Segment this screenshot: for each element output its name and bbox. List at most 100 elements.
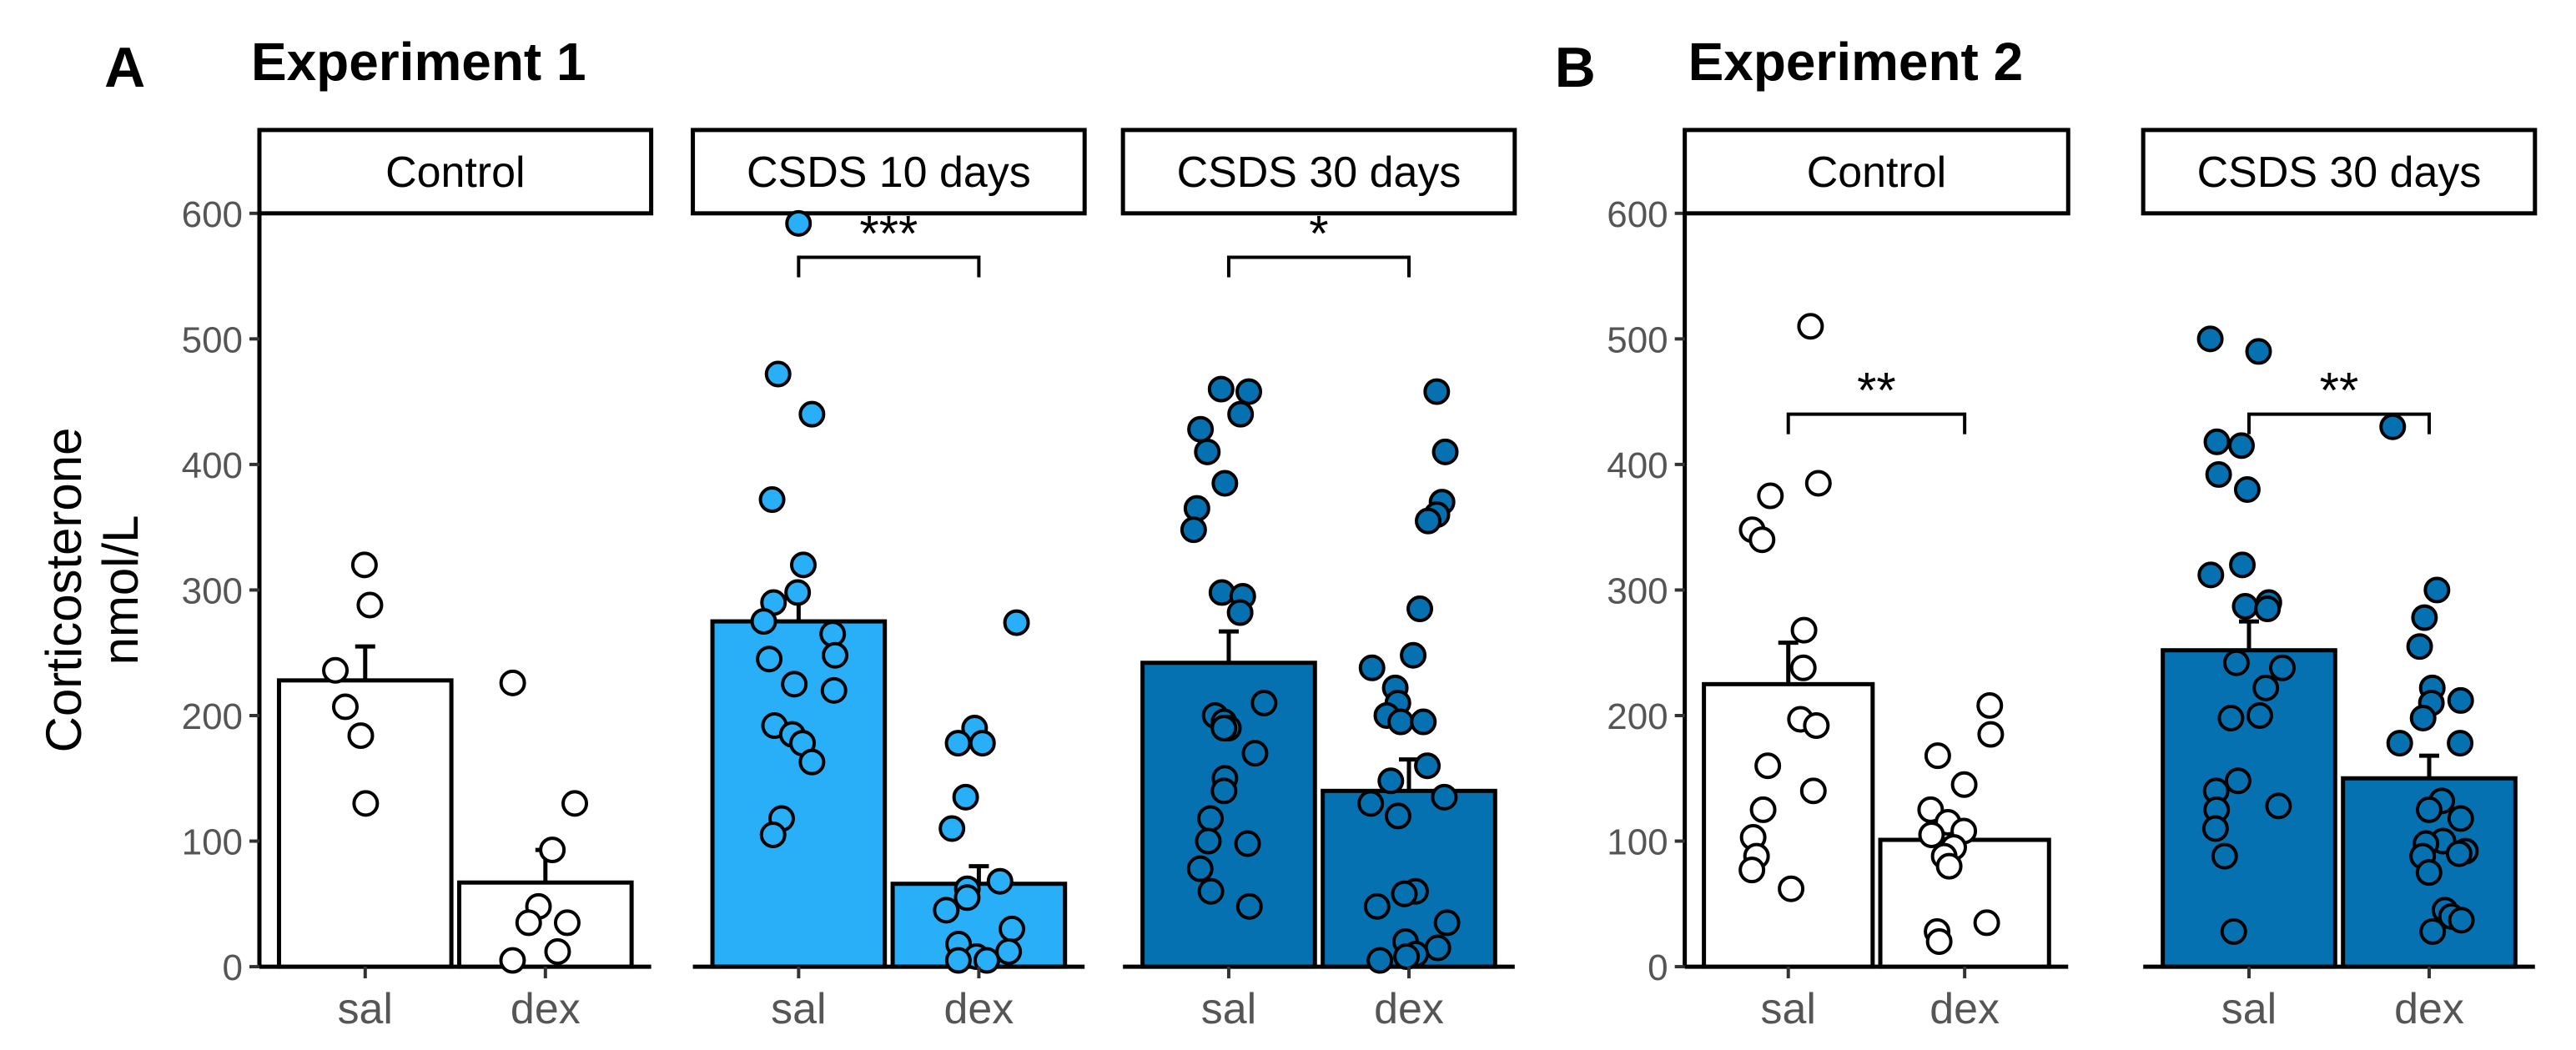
data-point [953, 884, 981, 912]
data-point [986, 867, 1014, 895]
bar-dex [1878, 837, 2051, 969]
data-point [2224, 767, 2251, 795]
data-point [1973, 909, 2000, 937]
x-tick-label: dex [511, 985, 581, 1033]
data-point [2228, 432, 2255, 460]
data-point [1799, 777, 1827, 805]
data-point [1918, 821, 1945, 848]
y-tick-label: 300 [182, 570, 243, 611]
data-point [798, 400, 826, 428]
data-point [356, 591, 384, 619]
data-point [1194, 438, 1221, 465]
data-point [995, 938, 1023, 966]
data-point [2201, 815, 2229, 842]
data-point [944, 947, 972, 974]
data-point [820, 676, 848, 704]
data-point [1431, 783, 1458, 811]
data-point [1790, 616, 1818, 644]
data-point [2269, 654, 2296, 681]
data-point [2415, 796, 2443, 823]
data-point [1195, 827, 1222, 855]
facet-label: CSDS 10 days [747, 148, 1031, 197]
data-point [789, 551, 817, 579]
facet-strip [257, 128, 654, 216]
data-point [1935, 852, 1963, 880]
data-point [1234, 830, 1261, 857]
y-axis-label-line1: Corticosterone [36, 428, 92, 753]
data-point [2411, 604, 2438, 631]
data-point [819, 620, 847, 648]
data-point [2246, 701, 2273, 729]
data-point [1804, 470, 1832, 497]
data-point [1226, 599, 1254, 626]
data-point [1387, 708, 1415, 736]
data-point [1423, 378, 1451, 405]
data-point [822, 641, 849, 669]
data-point [1197, 877, 1225, 905]
data-point [2447, 686, 2474, 714]
data-point [322, 656, 350, 684]
data-point [1789, 654, 1817, 681]
data-point [2386, 730, 2413, 757]
data-point [1950, 771, 1978, 798]
data-point [2265, 792, 2292, 820]
data-point [515, 909, 542, 937]
data-point [1424, 934, 1452, 962]
data-point [2233, 476, 2261, 503]
data-point [1227, 400, 1255, 428]
facet-strip [691, 128, 1087, 216]
data-point [999, 915, 1026, 942]
data-point [553, 909, 581, 937]
data-point [784, 579, 812, 606]
data-point [499, 669, 526, 696]
data-point [750, 608, 777, 636]
data-point [781, 671, 808, 698]
data-point [539, 836, 566, 864]
data-point [331, 693, 359, 721]
x-tick-label: dex [1929, 985, 2000, 1033]
y-tick-label: 100 [1607, 822, 1668, 863]
data-point [1210, 777, 1238, 805]
data-point [2415, 859, 2443, 887]
x-tick-label: sal [338, 985, 393, 1033]
y-tick-label: 400 [182, 445, 243, 486]
data-point [561, 790, 589, 817]
facet-strip [1120, 128, 1517, 216]
data-point [1357, 790, 1385, 817]
bar-sal [2161, 648, 2337, 969]
data-point [2220, 917, 2247, 945]
data-point [1358, 654, 1386, 681]
data-point [1366, 947, 1394, 974]
data-point [2211, 842, 2238, 870]
significance-label: *** [859, 205, 918, 261]
data-point [1749, 796, 1777, 823]
data-point [544, 938, 571, 966]
facet-strip [2141, 128, 2538, 216]
y-tick-label: 500 [1607, 319, 1668, 360]
data-point [1180, 516, 1207, 544]
data-point [2196, 325, 2224, 353]
data-point [1976, 691, 2004, 719]
data-point [1797, 313, 1824, 340]
panel-letter-a: A [104, 36, 145, 99]
data-point [1757, 482, 1784, 510]
data-point [1183, 495, 1210, 522]
panel-title-a: Experiment 1 [251, 32, 586, 92]
data-point [1977, 721, 2005, 748]
x-tick-label: dex [1374, 985, 1444, 1033]
data-point [759, 821, 787, 848]
data-point [1384, 802, 1411, 830]
data-point [938, 815, 966, 842]
data-point [1250, 689, 1278, 716]
facet-label: Control [385, 148, 525, 197]
y-tick-label: 0 [1648, 947, 1668, 988]
significance-bracket [1786, 412, 1967, 435]
data-point [1431, 438, 1459, 465]
data-point [1754, 752, 1782, 780]
y-axis-label-line2: nmol/L [93, 515, 148, 665]
data-point [1778, 875, 1805, 902]
data-point [1241, 740, 1269, 767]
bar-sal [1702, 681, 1875, 969]
x-tick-label: sal [1761, 985, 1816, 1033]
data-point [2245, 338, 2272, 365]
